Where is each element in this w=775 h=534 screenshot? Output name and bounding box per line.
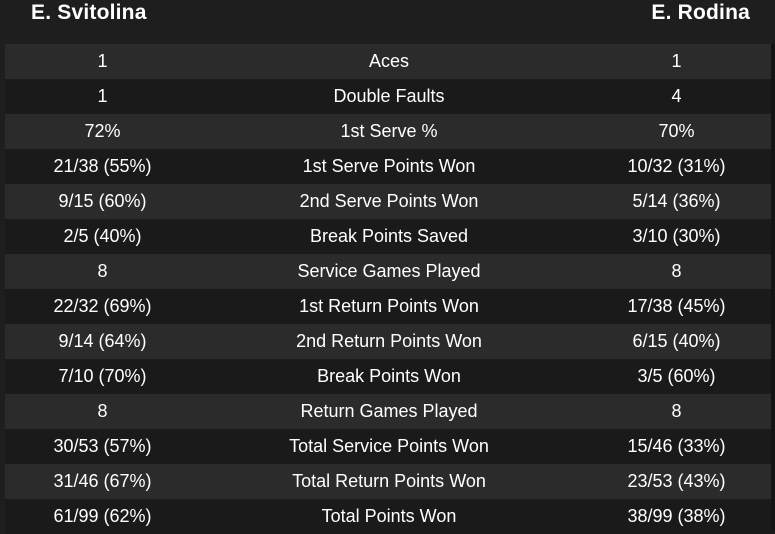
stat-row-break-points-won: 7/10 (70%) Break Points Won 3/5 (60%) [5, 359, 775, 394]
stat-row-first-return-points-won: 22/32 (69%) 1st Return Points Won 17/38 … [5, 289, 775, 324]
stat-row-break-points-saved: 2/5 (40%) Break Points Saved 3/10 (30%) [5, 219, 775, 254]
stat-right-value: 3/10 (30%) [632, 226, 721, 246]
stat-label: Double Faults [333, 86, 445, 106]
stat-left-value: 61/99 (62%) [53, 506, 152, 526]
stat-left-value: 8 [97, 261, 108, 281]
stat-row-total-return-points-won: 31/46 (67%) Total Return Points Won 23/5… [5, 464, 775, 499]
stat-label: 1st Return Points Won [299, 296, 479, 316]
stat-left-value: 72% [84, 121, 121, 141]
stat-left-value: 9/14 (64%) [58, 331, 147, 351]
stat-label: Total Points Won [321, 506, 457, 526]
stat-row-second-serve-points-won: 9/15 (60%) 2nd Serve Points Won 5/14 (36… [5, 184, 775, 219]
stat-left-value: 22/32 (69%) [53, 296, 152, 316]
stat-label: Break Points Saved [309, 226, 469, 246]
stat-label: Aces [368, 51, 410, 71]
stat-left-value: 1 [97, 51, 108, 71]
stat-right-value: 23/53 (43%) [627, 471, 726, 491]
stat-label: 1st Serve % [340, 121, 438, 141]
stat-row-double-faults: 1 Double Faults 4 [5, 79, 775, 114]
stat-right-value: 38/99 (38%) [627, 506, 726, 526]
stat-row-return-games-played: 8 Return Games Played 8 [5, 394, 775, 429]
stat-left-value: 2/5 (40%) [63, 226, 142, 246]
stat-row-second-return-points-won: 9/14 (64%) 2nd Return Points Won 6/15 (4… [5, 324, 775, 359]
stat-right-value: 3/5 (60%) [637, 366, 716, 386]
stat-right-value: 6/15 (40%) [632, 331, 721, 351]
stat-right-value: 70% [658, 121, 695, 141]
stat-left-value: 31/46 (67%) [53, 471, 152, 491]
stat-row-total-service-points-won: 30/53 (57%) Total Service Points Won 15/… [5, 429, 775, 464]
players-header: E. Svitolina E. Rodina [0, 0, 775, 44]
stats-table: 1 Aces 1 1 Double Faults 4 72% 1st Serve… [5, 44, 775, 534]
stat-row-total-points-won: 61/99 (62%) Total Points Won 38/99 (38%) [5, 499, 775, 534]
stat-right-value: 1 [671, 51, 682, 71]
stat-label: Return Games Played [300, 401, 478, 421]
right-edge-strip [771, 44, 775, 530]
stat-left-value: 30/53 (57%) [53, 436, 152, 456]
stat-left-value: 9/15 (60%) [58, 191, 147, 211]
stat-right-value: 15/46 (33%) [627, 436, 726, 456]
stat-label: Break Points Won [317, 366, 461, 386]
stat-row-first-serve-pct: 72% 1st Serve % 70% [5, 114, 775, 149]
stat-label: Total Return Points Won [292, 471, 486, 491]
player-right-name: E. Rodina [651, 1, 750, 24]
stat-row-service-games-played: 8 Service Games Played 8 [5, 254, 775, 289]
stat-right-value: 8 [671, 261, 682, 281]
stat-row-aces: 1 Aces 1 [5, 44, 775, 79]
stat-label: 2nd Return Points Won [296, 331, 482, 351]
stat-right-value: 8 [671, 401, 682, 421]
stat-right-value: 5/14 (36%) [632, 191, 721, 211]
stat-left-value: 1 [97, 86, 108, 106]
stat-label: 1st Serve Points Won [302, 156, 476, 176]
stat-right-value: 17/38 (45%) [627, 296, 726, 316]
stat-left-value: 21/38 (55%) [53, 156, 152, 176]
stat-label: 2nd Serve Points Won [299, 191, 479, 211]
player-left-name: E. Svitolina [31, 1, 147, 24]
stat-label: Total Service Points Won [289, 436, 489, 456]
stat-right-value: 4 [671, 86, 682, 106]
stat-row-first-serve-points-won: 21/38 (55%) 1st Serve Points Won 10/32 (… [5, 149, 775, 184]
stat-left-value: 7/10 (70%) [58, 366, 147, 386]
stat-label: Service Games Played [297, 261, 481, 281]
stat-left-value: 8 [97, 401, 108, 421]
stat-right-value: 10/32 (31%) [627, 156, 726, 176]
